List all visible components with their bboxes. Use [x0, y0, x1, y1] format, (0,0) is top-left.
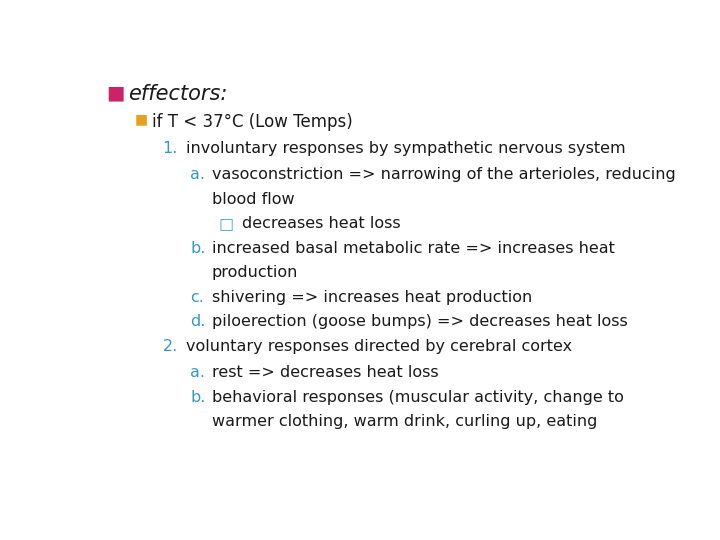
Text: shivering => increases heat production: shivering => increases heat production [212, 289, 532, 305]
Text: 2.: 2. [163, 339, 178, 354]
Text: voluntary responses directed by cerebral cortex: voluntary responses directed by cerebral… [186, 339, 572, 354]
Text: a.: a. [190, 365, 205, 380]
Text: blood flow: blood flow [212, 192, 294, 207]
Text: production: production [212, 265, 298, 280]
Text: 1.: 1. [163, 140, 178, 156]
Text: effectors:: effectors: [128, 84, 228, 104]
Text: behavioral responses (muscular activity, change to: behavioral responses (muscular activity,… [212, 390, 624, 404]
Text: increased basal metabolic rate => increases heat: increased basal metabolic rate => increa… [212, 241, 614, 255]
Text: decreases heat loss: decreases heat loss [242, 216, 400, 231]
Text: ■: ■ [135, 113, 148, 127]
Text: a.: a. [190, 167, 205, 182]
Text: warmer clothing, warm drink, curling up, eating: warmer clothing, warm drink, curling up,… [212, 414, 597, 429]
Text: if T < 37°C (Low Temps): if T < 37°C (Low Temps) [153, 113, 354, 131]
Text: ■: ■ [107, 84, 125, 103]
Text: c.: c. [190, 289, 204, 305]
Text: rest => decreases heat loss: rest => decreases heat loss [212, 365, 438, 380]
Text: b.: b. [190, 390, 206, 404]
Text: piloerection (goose bumps) => decreases heat loss: piloerection (goose bumps) => decreases … [212, 314, 627, 329]
Text: b.: b. [190, 241, 206, 255]
Text: vasoconstriction => narrowing of the arterioles, reducing: vasoconstriction => narrowing of the art… [212, 167, 675, 182]
Text: involuntary responses by sympathetic nervous system: involuntary responses by sympathetic ner… [186, 140, 626, 156]
Text: □: □ [218, 216, 233, 231]
Text: d.: d. [190, 314, 206, 329]
